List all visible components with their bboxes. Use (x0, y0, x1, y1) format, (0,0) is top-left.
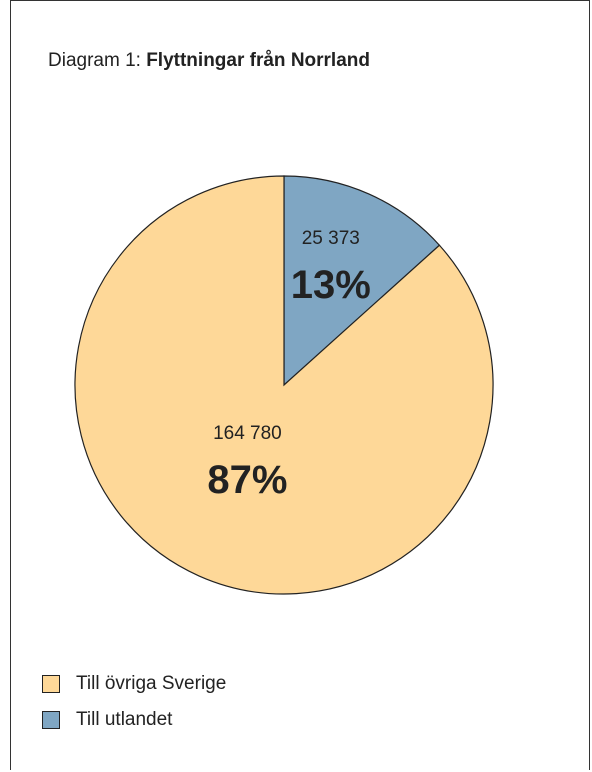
chart-title-main: Flyttningar från Norrland (146, 50, 370, 71)
legend-item-utlandet: Till utlandet (42, 702, 226, 738)
slice-value-label-0: 25 373 (302, 228, 360, 249)
chart-frame (10, 0, 590, 770)
pie-slice-0 (283, 175, 441, 387)
slice-percent-label-1: 87% (207, 458, 287, 502)
legend: Till övriga Sverige Till utlandet (42, 666, 226, 738)
slice-percent-label-0: 13% (291, 263, 371, 307)
pie-slices (74, 175, 494, 595)
legend-swatch-utlandet (42, 711, 60, 729)
chart-title-prefix: Diagram 1: (48, 50, 141, 71)
legend-label-ovriga-sverige: Till övriga Sverige (76, 673, 227, 694)
legend-item-ovriga-sverige: Till övriga Sverige (42, 666, 226, 702)
pie-labels: 25 373 13% 164 780 87% (207, 228, 370, 502)
legend-swatch-ovriga-sverige (42, 675, 60, 693)
chart-title: Diagram 1: Flyttningar från Norrland (48, 50, 370, 72)
slice-value-label-1: 164 780 (213, 423, 282, 444)
pie-slice-1 (74, 175, 494, 595)
legend-label-utlandet: Till utlandet (76, 709, 173, 730)
